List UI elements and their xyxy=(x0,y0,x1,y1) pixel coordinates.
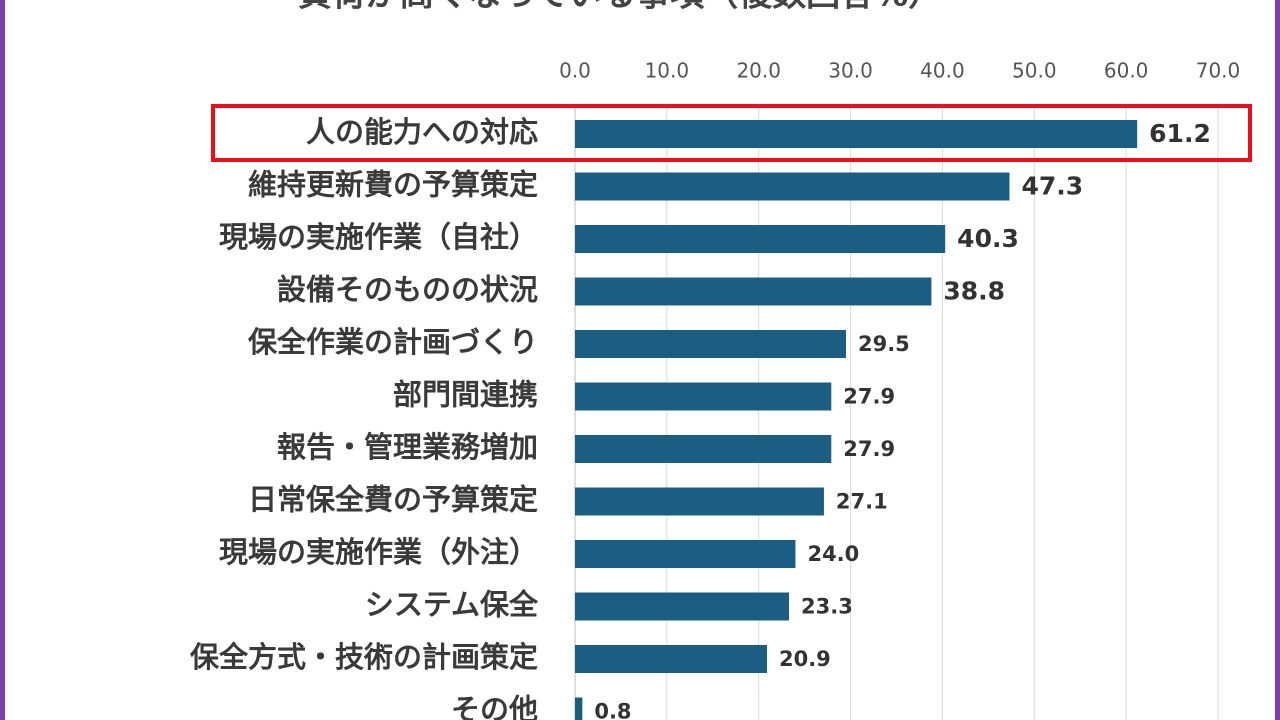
category-label: その他 xyxy=(451,693,538,720)
bar xyxy=(575,592,790,621)
bar xyxy=(575,645,767,673)
value-label: 24.0 xyxy=(807,542,859,566)
x-tick-label: 30.0 xyxy=(828,59,873,83)
category-label: 部門間連携 xyxy=(393,378,538,412)
category-label: 日常保全費の予算策定 xyxy=(248,483,538,517)
value-label: 38.8 xyxy=(943,277,1005,306)
bar xyxy=(575,277,932,306)
value-label: 20.9 xyxy=(779,647,831,671)
x-tick-label: 10.0 xyxy=(645,59,690,83)
bar xyxy=(575,435,832,463)
bar xyxy=(575,172,1010,201)
x-tick-label: 60.0 xyxy=(1104,59,1149,83)
highlight-box xyxy=(211,104,1252,162)
category-label: システム保全 xyxy=(365,588,539,622)
bar xyxy=(575,540,796,568)
category-label: 維持更新費の予算策定 xyxy=(248,168,538,202)
value-label: 47.3 xyxy=(1021,172,1083,201)
category-label: 報告・管理業務増加 xyxy=(277,430,538,464)
bar xyxy=(575,330,846,358)
value-label: 27.9 xyxy=(843,385,895,409)
bar xyxy=(575,487,824,516)
bar xyxy=(575,382,832,411)
category-label: 設備そのものの状況 xyxy=(277,273,538,307)
left-border xyxy=(0,0,5,720)
right-border xyxy=(1275,0,1280,720)
value-label: 61.2 xyxy=(1149,119,1211,148)
value-label: 27.1 xyxy=(836,490,888,514)
category-label: 保全方式・技術の計画策定 xyxy=(189,640,538,674)
value-label: 40.3 xyxy=(957,224,1019,253)
chart-title: 負荷が高くなっている事項（複数回答%） xyxy=(298,0,942,15)
category-label: 保全作業の計画づくり xyxy=(247,325,538,359)
bar xyxy=(575,120,1138,148)
bar xyxy=(575,697,583,720)
value-label: 23.3 xyxy=(801,595,853,619)
value-label: 29.5 xyxy=(858,332,910,356)
grid: 0.0 10.0 20.0 30.0 40.0 50.0 60.0 70.0 xyxy=(559,59,1240,720)
value-label: 27.9 xyxy=(843,437,895,461)
value-label: 0.8 xyxy=(594,700,631,720)
x-tick-label: 40.0 xyxy=(920,59,965,83)
category-label: 現場の実施作業（外注） xyxy=(219,535,538,569)
category-label: 現場の実施作業（自社） xyxy=(219,220,538,254)
x-tick-label: 70.0 xyxy=(1196,59,1241,83)
bar xyxy=(575,225,946,253)
x-tick-label: 20.0 xyxy=(736,59,781,83)
plot: 人の能力への対応 61.2 維持更新費の予算策定 47.3 現場の実施作業（自社） 40.… xyxy=(189,115,1211,720)
x-tick-label: 50.0 xyxy=(1012,59,1057,83)
category-label: 人の能力への対応 xyxy=(306,115,538,149)
x-tick-label: 0.0 xyxy=(559,59,591,83)
